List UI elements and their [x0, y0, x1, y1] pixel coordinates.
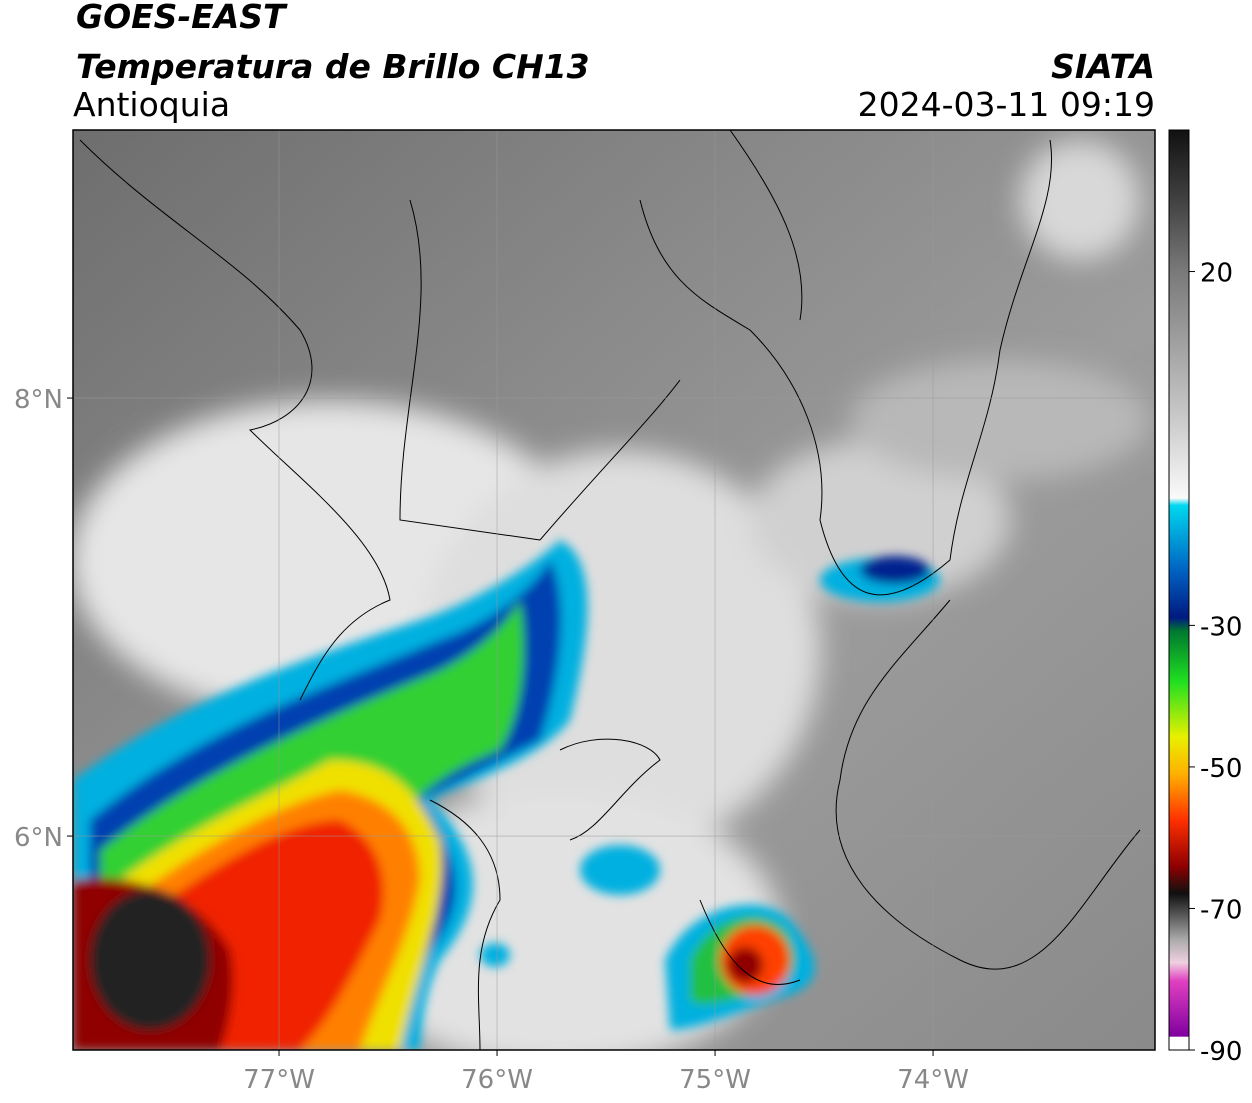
colorbar-tick-label: -30 — [1200, 612, 1242, 642]
x-tick-label: 77°W — [243, 1065, 315, 1095]
y-tick-label: 6°N — [14, 823, 63, 853]
satellite-image — [73, 130, 1155, 1050]
colorbar-tick-label: 20 — [1200, 259, 1233, 289]
x-tick-label: 76°W — [461, 1065, 533, 1095]
title: GOES-EAST — [76, 0, 288, 36]
colorbar-tick-label: -50 — [1200, 754, 1242, 784]
source: SIATA — [1051, 47, 1155, 86]
map-frame — [72, 129, 1156, 1051]
subtitle: Temperatura de Brillo CH13 — [76, 47, 590, 86]
y-tick-label: 8°N — [14, 385, 63, 415]
x-tick-label: 74°W — [897, 1065, 969, 1095]
colorbar-tick-label: -70 — [1200, 895, 1242, 925]
colorbar-tick-label: -90 — [1200, 1037, 1242, 1067]
colorbar — [1168, 129, 1190, 1051]
x-tick-label: 75°W — [679, 1065, 751, 1095]
datetime: 2024-03-11 09:19 — [858, 85, 1155, 124]
region: Antioquia — [73, 85, 230, 124]
